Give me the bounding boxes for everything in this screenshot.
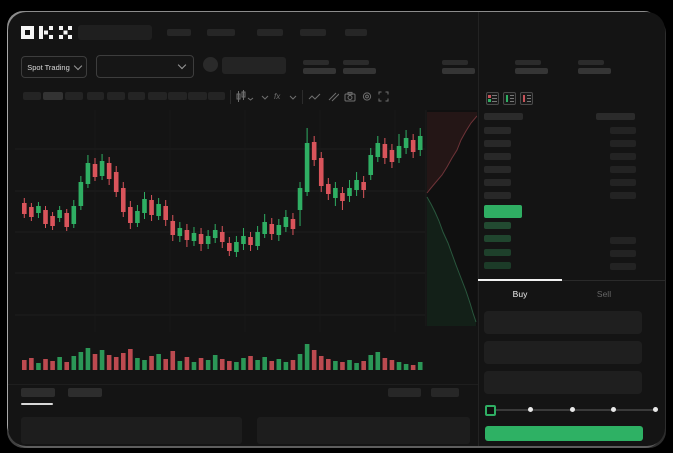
book-asks-icon[interactable] [520,92,533,105]
chart-interval-placeholder[interactable] [43,92,63,100]
ask-price-placeholder[interactable] [484,127,511,134]
bottom-table-placeholder [257,417,470,444]
chart-interval-placeholder[interactable] [168,92,187,100]
coin-avatar [203,57,218,72]
panel-divider [478,12,479,446]
line-chart-icon[interactable] [308,92,321,102]
chevron-down-icon[interactable] [288,94,298,101]
chart-interval-placeholder[interactable] [148,92,167,100]
chart-interval-placeholder[interactable] [128,92,145,100]
chart-svg[interactable] [15,108,478,384]
bottom-tab-placeholder[interactable] [21,388,55,397]
buy-button[interactable] [485,426,643,441]
market-type-dropdown[interactable]: Spot Trading [21,56,87,78]
book-bids-icon[interactable] [503,92,516,105]
pair-name-placeholder [222,57,286,74]
chart-interval-placeholder[interactable] [107,92,125,100]
candlestick-chart[interactable] [15,108,478,384]
book-combined-icon[interactable] [486,92,499,105]
ask-price-placeholder[interactable] [484,179,511,186]
bottom-tab-placeholder[interactable] [68,388,102,397]
ask-price-placeholder[interactable] [484,153,511,160]
last-price-badge[interactable] [484,205,522,218]
chart-interval-placeholder[interactable] [23,92,41,100]
order-form-field[interactable] [484,341,642,364]
market-type-label: Spot Trading [27,62,70,72]
ask-price-placeholder[interactable] [484,192,511,199]
stat-label-placeholder [578,60,604,65]
header-search-placeholder[interactable] [78,25,152,40]
tabs-divider [478,280,665,281]
fullscreen-icon[interactable] [378,91,389,102]
ask-amount-placeholder[interactable] [610,192,636,199]
bid-price-placeholder[interactable] [484,222,511,229]
order-form-field[interactable] [484,371,642,394]
nav-item-placeholder[interactable] [300,29,326,36]
slider-stop-dot[interactable] [528,407,533,412]
bid-amount-placeholder[interactable] [610,263,636,270]
active-tab-indicator [478,279,562,281]
ask-amount-placeholder[interactable] [610,153,636,160]
okx-logo[interactable] [21,26,73,40]
stat-value-placeholder [578,68,611,74]
chevron-down-icon[interactable] [260,94,270,101]
bid-amount-placeholder[interactable] [610,237,636,244]
nav-item-placeholder[interactable] [257,29,283,36]
chart-interval-placeholder[interactable] [188,92,207,100]
bottom-button-placeholder[interactable] [388,388,421,397]
ask-price-placeholder[interactable] [484,140,511,147]
orderbook-header-placeholder [484,113,523,120]
stat-label-placeholder [442,60,468,65]
settings-gear-icon[interactable] [361,91,373,102]
ask-amount-placeholder[interactable] [610,127,636,134]
stat-value-placeholder [442,68,475,74]
tab-buy[interactable]: Buy [512,289,528,299]
slider-handle[interactable] [484,404,496,416]
bottom-active-tab-underline [21,403,53,405]
camera-icon[interactable] [344,91,356,102]
stat-label-placeholder [515,60,541,65]
chart-interval-placeholder[interactable] [65,92,83,100]
ask-amount-placeholder[interactable] [610,179,636,186]
tab-sell[interactable]: Sell [596,289,612,299]
nav-item-placeholder[interactable] [207,29,235,36]
bottom-table-placeholder [21,417,242,444]
stat-value-placeholder [303,68,336,74]
nav-item-placeholder[interactable] [345,29,367,36]
section-divider [8,384,478,385]
bid-price-placeholder[interactable] [484,235,511,243]
chevron-down-icon [73,61,83,70]
pair-selector-dropdown[interactable] [96,55,194,78]
slider-stop-dot[interactable] [652,407,658,412]
order-form-field[interactable] [484,311,642,334]
toolbar-divider [230,90,231,104]
stat-value-placeholder [515,68,548,74]
bid-price-placeholder[interactable] [484,248,511,256]
stat-label-placeholder [303,60,329,65]
indicator-fx-icon[interactable]: fx [274,92,281,101]
orderbook-header-placeholder [596,113,635,120]
stat-label-placeholder [343,60,369,65]
ask-price-placeholder[interactable] [484,166,511,173]
bid-price-placeholder[interactable] [484,262,511,270]
ask-amount-placeholder[interactable] [610,166,636,173]
toolbar-divider [302,90,303,104]
nav-item-placeholder[interactable] [167,29,191,36]
bid-amount-placeholder[interactable] [610,250,636,257]
slider-stop-dot[interactable] [569,407,575,412]
ask-amount-placeholder[interactable] [610,140,636,147]
slider-stop-dot[interactable] [611,407,616,412]
compare-icon[interactable] [327,91,339,102]
chart-interval-placeholder[interactable] [87,92,104,100]
chart-interval-placeholder[interactable] [208,92,225,100]
stat-value-placeholder [343,68,376,74]
candle-type-icon[interactable] [236,90,254,103]
chevron-down-icon [177,60,187,70]
bottom-button-placeholder[interactable] [431,388,459,397]
app-window: Spot Trading fx [8,12,665,446]
